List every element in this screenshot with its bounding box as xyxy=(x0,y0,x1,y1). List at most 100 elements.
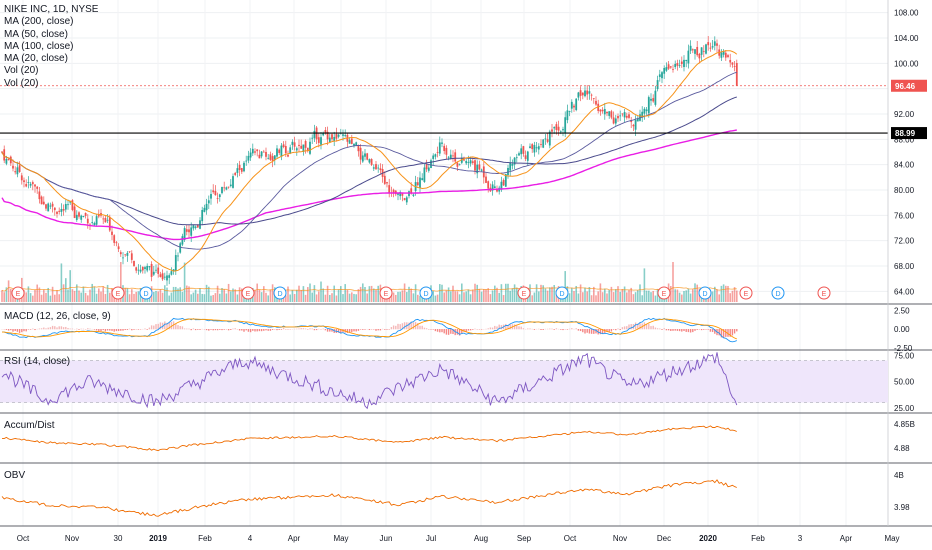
y-tick-label: 72.00 xyxy=(894,237,915,246)
macd-histogram-bar xyxy=(155,324,157,330)
rsi-pane-title[interactable]: RSI (14, close) xyxy=(4,356,71,367)
candle-body xyxy=(124,254,127,256)
macd-histogram-bar xyxy=(170,321,173,330)
candle-body xyxy=(716,43,718,46)
candle-body xyxy=(148,266,151,268)
volume-bar xyxy=(80,292,82,302)
earnings-marker[interactable] xyxy=(739,286,753,300)
macd-histogram-bar xyxy=(357,329,360,331)
dividend-marker[interactable] xyxy=(139,286,153,300)
earnings-marker[interactable] xyxy=(111,286,125,300)
earnings-marker[interactable] xyxy=(657,286,671,300)
dividend-marker[interactable] xyxy=(555,286,569,300)
candle-body xyxy=(735,63,738,86)
indicator-ma20[interactable]: MA (20, close) xyxy=(4,53,68,65)
candle-body xyxy=(348,140,351,144)
indicator-ma50[interactable]: MA (50, close) xyxy=(4,28,68,40)
macd-histogram-bar xyxy=(529,328,531,330)
indicator-ma200[interactable]: MA (200, close) xyxy=(4,16,74,28)
volume-bar xyxy=(337,289,340,302)
ma-100-line[interactable] xyxy=(1,96,737,226)
candle-body xyxy=(610,111,613,118)
candle-body xyxy=(628,114,630,118)
candle-body xyxy=(568,111,571,112)
candle-body xyxy=(240,168,243,172)
volume-bar xyxy=(368,286,371,302)
earnings-marker[interactable] xyxy=(517,286,531,300)
volume-bar xyxy=(467,289,470,302)
macd-histogram-bar xyxy=(489,327,492,330)
candle-body xyxy=(166,275,168,281)
dividend-marker[interactable] xyxy=(698,286,712,300)
volume-bar xyxy=(3,292,5,302)
volume-bar xyxy=(210,295,212,302)
macd-histogram-bar xyxy=(351,329,353,333)
macd-histogram-bar xyxy=(16,329,19,332)
macd-histogram-bar xyxy=(269,329,272,331)
macd-histogram-bar xyxy=(71,328,74,330)
indicator-vol-1[interactable]: Vol (20) xyxy=(4,65,39,77)
candle-body xyxy=(698,53,701,59)
candle-body xyxy=(320,137,322,145)
candle-body xyxy=(45,204,47,209)
earnings-marker[interactable] xyxy=(379,286,393,300)
volume-bar xyxy=(186,285,188,302)
dividend-marker[interactable] xyxy=(419,286,433,300)
candle-body xyxy=(51,203,54,207)
macd-histogram-bar xyxy=(115,329,118,332)
earnings-marker[interactable] xyxy=(817,286,831,300)
candle-body xyxy=(128,251,131,253)
macd-histogram-bar xyxy=(260,329,263,332)
macd-histogram-bar xyxy=(549,328,551,330)
volume-bar xyxy=(12,292,14,302)
candle-body xyxy=(34,184,36,187)
macd-histogram-bar xyxy=(223,329,225,330)
candle-body xyxy=(364,153,366,157)
volume-bar xyxy=(170,292,173,302)
candle-body xyxy=(456,162,459,167)
macd-histogram-bar xyxy=(507,325,509,330)
volume-bar xyxy=(694,283,696,302)
candle-body xyxy=(201,209,204,222)
macd-histogram-bar xyxy=(595,329,597,334)
candle-body xyxy=(194,226,197,228)
dividend-marker[interactable] xyxy=(273,286,287,300)
accum-dist-pane-title[interactable]: Accum/Dist xyxy=(4,420,55,431)
marker-letter: E xyxy=(246,291,251,298)
candle-body xyxy=(542,139,545,148)
macd-histogram-bar xyxy=(417,322,419,330)
dividend-marker[interactable] xyxy=(771,286,785,300)
candle-body xyxy=(276,148,278,157)
earnings-marker[interactable] xyxy=(241,286,255,300)
ma-20-line[interactable] xyxy=(1,50,738,272)
candle-body xyxy=(520,148,523,155)
macd-histogram-bar xyxy=(364,329,366,330)
candle-body xyxy=(249,152,252,158)
macd-histogram-bar xyxy=(359,329,362,330)
candle-body xyxy=(375,164,377,170)
volume-bar xyxy=(579,284,582,302)
macd-histogram-bar xyxy=(505,323,507,330)
candle-body xyxy=(476,164,479,174)
earnings-marker[interactable] xyxy=(11,286,25,300)
volume-bar xyxy=(711,291,714,302)
volume-bar xyxy=(194,289,197,302)
macd-pane-title[interactable]: MACD (12, 26, close, 9) xyxy=(4,311,111,322)
candle-body xyxy=(69,201,72,203)
candle-body xyxy=(388,185,391,194)
ma-200-line[interactable] xyxy=(1,129,737,241)
obv-pane-title[interactable]: OBV xyxy=(4,470,26,481)
macd-histogram-bar xyxy=(434,329,437,332)
macd-histogram-bar xyxy=(705,329,707,330)
candle-body xyxy=(179,243,182,253)
indicator-vol-2[interactable]: Vol (20) xyxy=(4,77,39,89)
candle-body xyxy=(324,129,327,133)
ma-50-line[interactable] xyxy=(1,71,737,250)
macd-histogram-bar xyxy=(280,329,283,330)
candle-body xyxy=(53,207,56,211)
macd-histogram-bar xyxy=(109,329,111,331)
volume-bar xyxy=(610,286,613,302)
indicator-ma100[interactable]: MA (100, close) xyxy=(4,40,74,52)
volume-bar xyxy=(43,289,45,302)
